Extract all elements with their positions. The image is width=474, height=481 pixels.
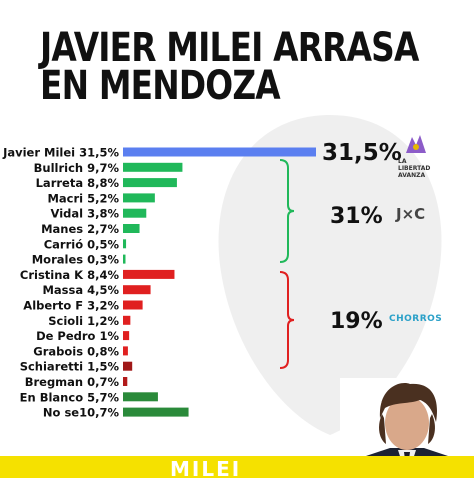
bar-bullrich-9-7 — [123, 162, 183, 172]
footer-band — [0, 456, 474, 478]
bar-label-grabois-0-8: Grabois 0,8% — [33, 344, 119, 358]
bar-label-carri-0-5: Carrió 0,5% — [44, 237, 120, 251]
bar-manes-2-7 — [123, 224, 140, 233]
headline-line-1: JAVIER MILEI ARRASA — [40, 25, 419, 71]
footer-text: MILEI — [170, 457, 242, 481]
lla-lion-icon — [406, 135, 426, 153]
lla-logo-text: LA LIBERTAD AVANZA — [398, 158, 431, 179]
uxp-brace — [279, 271, 295, 369]
bar-de-pedro-1 — [123, 331, 130, 341]
bar-label-alberto-f-3-2: Alberto F 3,2% — [23, 299, 119, 313]
bar-bregman-0-7 — [123, 377, 128, 386]
bar-no-se10-7 — [123, 407, 189, 417]
bar-label-morales-0-3: Morales 0,3% — [32, 253, 120, 267]
bar-label-manes-2-7: Manes 2,7% — [41, 222, 119, 236]
bar-label-en-blanco-5-7: En Blanco 5,7% — [20, 390, 120, 404]
bar-vidal-3-8 — [123, 208, 147, 218]
bar-schiaretti-1-5 — [123, 361, 133, 371]
bar-larreta-8-8 — [123, 178, 177, 188]
lion-watermark — [218, 115, 442, 435]
bar-label-scioli-1-2: Scioli 1,2% — [48, 314, 119, 328]
bar-label-larreta-8-8: Larreta 8,8% — [36, 176, 120, 190]
bar-carri-0-5 — [123, 239, 127, 249]
bar-label-massa-4-5: Massa 4,5% — [42, 283, 119, 297]
jxc-brace — [279, 159, 295, 263]
chorros-logo: CHORROS — [389, 314, 443, 324]
bar-label-schiaretti-1-5: Schiaretti 1,5% — [20, 360, 120, 374]
bar-en-blanco-5-7 — [123, 392, 158, 402]
group-total-lla: 31,5% — [322, 140, 402, 166]
bar-massa-4-5 — [123, 285, 151, 295]
bar-alberto-f-3-2 — [123, 300, 143, 310]
bar-label-no-se10-7: No se10,7% — [43, 406, 120, 420]
bar-label-cristina-k-8-4: Cristina K 8,4% — [20, 268, 120, 282]
jxc-logo: J×C — [396, 205, 426, 223]
bar-grabois-0-8 — [123, 346, 128, 356]
bar-label-javier-milei-31-5: Javier Milei 31,5% — [2, 146, 119, 160]
group-total-uxp: 19% — [330, 309, 383, 334]
bar-macri-5-2 — [123, 193, 155, 203]
group-total-jxc: 31% — [330, 204, 383, 229]
bar-scioli-1-2 — [123, 315, 131, 325]
bar-label-vidal-3-8: Vidal 3,8% — [51, 207, 120, 221]
bar-label-de-pedro-1: De Pedro 1% — [36, 329, 119, 343]
bar-javier-milei-31-5 — [123, 147, 316, 157]
bar-label-bullrich-9-7: Bullrich 9,7% — [34, 161, 120, 175]
bar-label-macri-5-2: Macri 5,2% — [47, 191, 119, 205]
headline-line-2: EN MENDOZA — [40, 63, 281, 109]
bar-cristina-k-8-4 — [123, 269, 175, 279]
bar-label-bregman-0-7: Bregman 0,7% — [25, 375, 120, 389]
bar-morales-0-3 — [123, 254, 126, 264]
